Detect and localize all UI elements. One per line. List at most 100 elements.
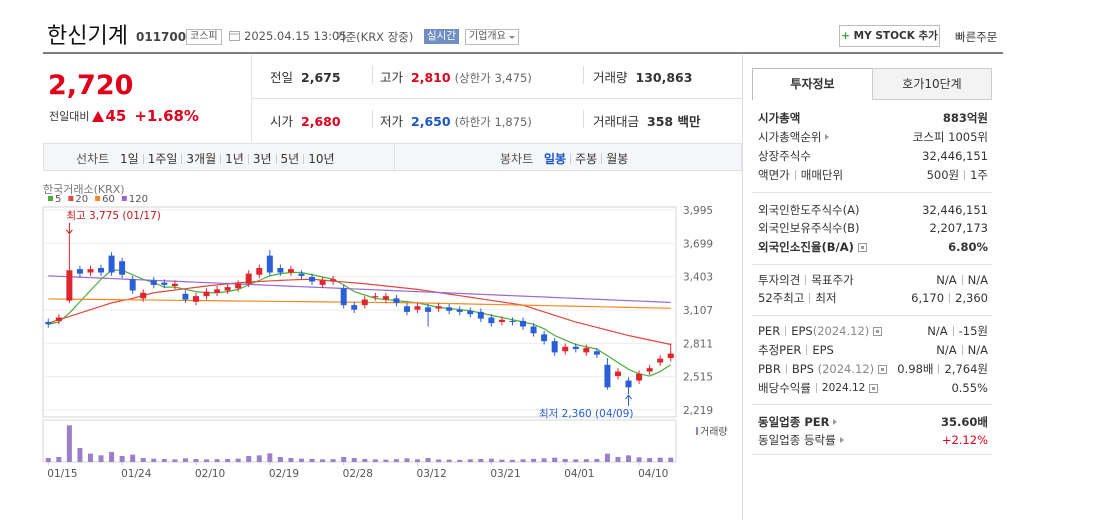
tab[interactable]: 호가10단계 xyxy=(872,68,992,100)
candle-body xyxy=(129,279,136,291)
candle-body xyxy=(551,341,558,353)
candle-body xyxy=(414,306,421,310)
candle-body xyxy=(192,296,199,302)
row-label: 시가총액순위 xyxy=(758,130,822,144)
row-label: PER xyxy=(758,324,781,338)
legend-label: 60 xyxy=(102,194,115,205)
option[interactable]: 3년 xyxy=(252,152,272,166)
candle-body xyxy=(266,255,273,273)
company-info-button[interactable]: 기업개요 xyxy=(465,29,519,45)
divider xyxy=(372,66,373,84)
candle-body xyxy=(87,269,94,273)
summary-item: 시가 2,680 xyxy=(270,111,341,130)
x-tick-label: 02/28 xyxy=(343,468,373,480)
row-value: 35.60배 xyxy=(941,415,988,429)
tab-selected[interactable]: 투자정보 xyxy=(752,68,873,100)
candle-body xyxy=(361,299,368,306)
candle-body xyxy=(593,351,600,355)
volume-bar xyxy=(66,425,72,462)
volume-frame xyxy=(42,419,677,463)
row-value: 1주 xyxy=(970,168,988,182)
candle-body xyxy=(171,283,178,287)
separator xyxy=(601,153,603,164)
realtime-button[interactable]: 실시간 xyxy=(424,29,459,44)
candle-body xyxy=(45,322,52,325)
volume-bar xyxy=(182,458,188,462)
volume-bar xyxy=(246,456,252,462)
volume-bar xyxy=(520,459,526,462)
option[interactable]: 3개월 xyxy=(186,152,217,166)
info-row: 시가총액 883억원 xyxy=(758,109,988,127)
info-icon[interactable] xyxy=(869,383,879,393)
option[interactable]: 10년 xyxy=(308,152,335,166)
x-tick-label: 02/19 xyxy=(269,468,299,480)
row-label: 동일업종 PER xyxy=(758,415,830,429)
row-value: 0.55% xyxy=(951,381,988,395)
option[interactable]: 1년 xyxy=(225,152,244,166)
legend-label: 5 xyxy=(55,194,61,205)
candle-body xyxy=(182,293,189,300)
separator xyxy=(961,275,963,285)
volume-bar xyxy=(351,458,357,462)
row-value: +2.12% xyxy=(941,433,988,447)
candle-chart-label: 봉차트 xyxy=(500,152,534,166)
volume-bar xyxy=(193,459,199,462)
summary-note: (하한가 1,875) xyxy=(454,115,532,129)
candle-body xyxy=(119,261,126,275)
candle-body xyxy=(614,371,621,377)
volume-bar xyxy=(372,459,378,462)
row-label: 매매단위 xyxy=(800,168,844,182)
candle-body xyxy=(467,310,474,315)
row-label: 배당수익률 xyxy=(758,381,811,395)
candle-body xyxy=(667,353,674,359)
candle-body xyxy=(287,269,294,273)
dropdown-caret xyxy=(508,36,515,39)
x-tick-label: 03/21 xyxy=(490,468,520,480)
candle-body xyxy=(340,288,347,306)
candle-body xyxy=(245,273,252,284)
volume-bar xyxy=(626,455,632,462)
arrow-icon xyxy=(833,419,838,425)
option[interactable]: 월봉 xyxy=(606,152,629,166)
summary-value: 2,680 xyxy=(301,114,341,129)
info-icon[interactable] xyxy=(873,326,883,336)
volume-bar xyxy=(657,457,663,462)
candle-body xyxy=(604,364,611,388)
divider xyxy=(372,110,373,128)
change-value: 45 xyxy=(105,107,127,125)
change-pct: +1.68% xyxy=(134,107,199,125)
option[interactable]: 5년 xyxy=(280,152,300,166)
option[interactable]: 일봉 xyxy=(544,152,567,166)
my-stock-text: MY STOCK 추가 xyxy=(853,30,938,42)
volume-bar xyxy=(436,459,442,462)
y-tick-label: 2,515 xyxy=(683,372,713,384)
my-stock-button[interactable]: + MY STOCK 추가 xyxy=(839,25,940,47)
section-rule xyxy=(752,404,992,405)
row-label: (2024.12) xyxy=(812,324,870,338)
quick-order[interactable]: 빠른주문 xyxy=(955,30,998,44)
volume-bar xyxy=(425,458,431,462)
info-icon[interactable] xyxy=(857,242,867,252)
divider xyxy=(252,98,742,99)
annotation: 최저 2,360 (04/09) xyxy=(539,408,634,420)
volume-bar xyxy=(298,458,304,462)
volume-bar xyxy=(499,459,505,462)
moving-average xyxy=(48,269,672,377)
volume-bar xyxy=(594,459,600,462)
candle-body xyxy=(214,289,221,293)
candle-body xyxy=(509,320,516,323)
candle-body xyxy=(372,296,379,298)
row-label: 상장주식수 xyxy=(758,149,811,163)
summary-item: 전일 2,675 xyxy=(270,67,341,86)
option[interactable]: 주봉 xyxy=(575,152,598,166)
option[interactable]: 1일 xyxy=(120,152,139,166)
volume-bar xyxy=(552,457,558,462)
volume-bar xyxy=(161,459,167,462)
row-label: (2024.12) xyxy=(817,362,875,376)
info-icon[interactable] xyxy=(878,364,888,374)
option[interactable]: 1주일 xyxy=(147,152,178,166)
separator xyxy=(247,153,249,164)
volume-bar xyxy=(109,452,115,462)
candle-options: 일봉 주봉 월봉 xyxy=(540,150,632,167)
